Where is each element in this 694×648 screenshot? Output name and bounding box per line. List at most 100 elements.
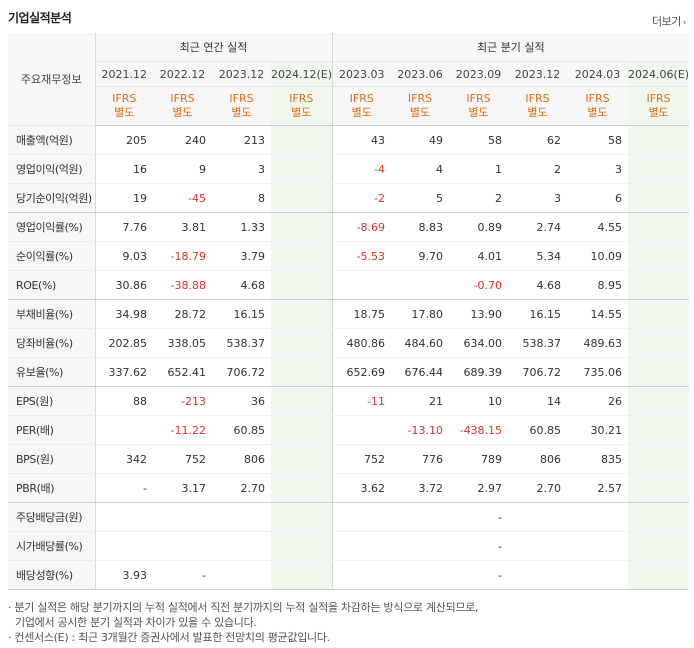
table-cell: -213 bbox=[153, 386, 212, 416]
table-row: 순이익률(%) 9.03 -18.79 3.79 -5.53 9.70 4.01 5.34 10… bbox=[8, 241, 690, 271]
table-cell: 706.72 bbox=[508, 357, 568, 387]
table-cell: -5.53 bbox=[332, 241, 392, 271]
table-cell: 735.06 bbox=[567, 357, 629, 387]
table-cell bbox=[271, 125, 333, 155]
table-cell: 34.98 bbox=[95, 299, 153, 329]
row-label: 매출액(억원) bbox=[8, 125, 96, 155]
table-cell bbox=[271, 502, 333, 532]
table-cell: -11 bbox=[332, 386, 392, 416]
row-label: 주당배당금(원) bbox=[8, 502, 96, 532]
table-cell: 4.01 bbox=[449, 241, 509, 271]
row-label: ROE(%) bbox=[8, 270, 96, 300]
table-cell bbox=[95, 531, 153, 561]
table-cell bbox=[271, 299, 333, 329]
footnotes: · 분기 실적은 해당 분기까지의 누적 실적에서 직전 분기까지의 누적 실적… bbox=[8, 600, 688, 645]
table-cell bbox=[271, 328, 333, 358]
chevron-right-icon: › bbox=[682, 18, 687, 28]
table-cell bbox=[628, 154, 690, 184]
more-link[interactable]: 더보기 › bbox=[652, 13, 687, 29]
table-cell: -38.88 bbox=[153, 270, 212, 300]
table-row: 매출액(억원) 205 240 213 43 49 58 62 58 bbox=[8, 125, 690, 155]
table-cell: 14.55 bbox=[567, 299, 629, 329]
table-cell: - bbox=[95, 473, 153, 503]
group-quarterly: 최근 분기 실적 bbox=[332, 33, 690, 62]
table-cell: 205 bbox=[95, 125, 153, 155]
table-cell: 58 bbox=[567, 125, 629, 155]
table-row: EPS(원) 88 -213 36 -11 21 10 14 26 bbox=[8, 386, 690, 416]
table-cell: 806 bbox=[212, 444, 271, 474]
table-cell: 489.63 bbox=[567, 328, 629, 358]
table-cell: 2.97 bbox=[449, 473, 509, 503]
table-cell bbox=[628, 502, 690, 532]
table-cell: 4.68 bbox=[508, 270, 568, 300]
table-cell: - bbox=[449, 502, 509, 532]
standard-header: IFRS 별도 bbox=[391, 86, 450, 126]
table-cell bbox=[391, 270, 450, 300]
table-cell: 16.15 bbox=[212, 299, 271, 329]
period-header: 2024.03 bbox=[567, 61, 629, 87]
table-cell: - bbox=[449, 531, 509, 561]
table-cell: 752 bbox=[332, 444, 392, 474]
table-cell: -4 bbox=[332, 154, 392, 184]
period-header: 2023.12 bbox=[508, 61, 568, 87]
table-cell: -438.15 bbox=[449, 415, 509, 445]
table-cell: -18.79 bbox=[153, 241, 212, 271]
table-cell: 3 bbox=[212, 154, 271, 184]
table-cell: 7.76 bbox=[95, 212, 153, 242]
table-cell: 9.70 bbox=[391, 241, 450, 271]
table-cell bbox=[567, 531, 629, 561]
table-cell: -2 bbox=[332, 183, 392, 213]
table-row: 부채비율(%) 34.98 28.72 16.15 18.75 17.80 13.90 16.… bbox=[8, 299, 690, 329]
row-label: 배당성향(%) bbox=[8, 560, 96, 590]
table-cell: 4.68 bbox=[212, 270, 271, 300]
table-cell bbox=[95, 415, 153, 445]
table-cell: 1.33 bbox=[212, 212, 271, 242]
table-cell: 202.85 bbox=[95, 328, 153, 358]
table-cell bbox=[391, 560, 450, 590]
table-cell: 4 bbox=[391, 154, 450, 184]
standard-header: IFRS 별도 bbox=[508, 86, 568, 126]
table-cell: -13.10 bbox=[391, 415, 450, 445]
table-cell: 3.72 bbox=[391, 473, 450, 503]
table-cell: 3.62 bbox=[332, 473, 392, 503]
table-cell: 835 bbox=[567, 444, 629, 474]
table-cell bbox=[271, 444, 333, 474]
table-row: 배당성향(%) 3.93- - bbox=[8, 560, 690, 590]
row-header-label: 주요재무정보 bbox=[8, 33, 96, 126]
table-row: BPS(원) 342 752 806 752 776 789 806 835 bbox=[8, 444, 690, 474]
table-cell: 28.72 bbox=[153, 299, 212, 329]
table-cell: 26 bbox=[567, 386, 629, 416]
table-cell bbox=[271, 473, 333, 503]
table-cell bbox=[628, 357, 690, 387]
table-cell: 8 bbox=[212, 183, 271, 213]
table-cell: 2 bbox=[508, 154, 568, 184]
period-header: 2021.12 bbox=[95, 61, 153, 87]
table-cell: 9 bbox=[153, 154, 212, 184]
table-cell: 60.85 bbox=[508, 415, 568, 445]
table-cell: 484.60 bbox=[391, 328, 450, 358]
table-cell bbox=[628, 212, 690, 242]
period-header: 2023.03 bbox=[332, 61, 392, 87]
table-cell bbox=[271, 415, 333, 445]
table-cell bbox=[567, 502, 629, 532]
table-cell: 36 bbox=[212, 386, 271, 416]
table-cell: 0.89 bbox=[449, 212, 509, 242]
period-header: 2023.06 bbox=[391, 61, 450, 87]
table-cell: 752 bbox=[153, 444, 212, 474]
table-cell bbox=[271, 560, 333, 590]
table-row: 당기순이익(억원) 19 -45 8 -2 5 2 3 6 bbox=[8, 183, 690, 213]
table-cell: 49 bbox=[391, 125, 450, 155]
table-cell: 16 bbox=[95, 154, 153, 184]
table-cell: 30.86 bbox=[95, 270, 153, 300]
row-label: BPS(원) bbox=[8, 444, 96, 474]
table-cell: 342 bbox=[95, 444, 153, 474]
table-cell: 3.79 bbox=[212, 241, 271, 271]
table-cell: - bbox=[449, 560, 509, 590]
table-cell bbox=[391, 531, 450, 561]
table-cell: 706.72 bbox=[212, 357, 271, 387]
table-cell bbox=[628, 270, 690, 300]
table-cell bbox=[271, 270, 333, 300]
table-cell bbox=[271, 183, 333, 213]
table-row: 당좌비율(%) 202.85 338.05 538.37 480.86 484.60 634… bbox=[8, 328, 690, 358]
standard-header: IFRS 별도 bbox=[449, 86, 509, 126]
